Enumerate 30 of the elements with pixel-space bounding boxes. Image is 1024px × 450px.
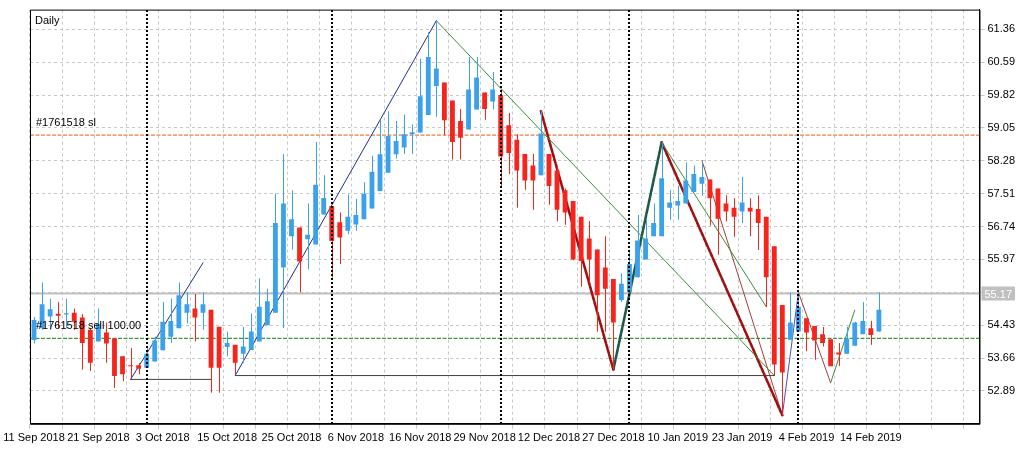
candlestick [836,342,842,367]
x-tick-label: 10 Jan 2019 [647,431,709,444]
candlestick [136,362,142,375]
x-tick-label: 12 Dec 2018 [517,431,581,444]
x-tick-label: 4 Feb 2019 [778,431,835,444]
x-tick-label: 23 Jan 2019 [711,431,773,444]
y-tick-label: 53.66 [987,351,1015,364]
y-tick-label: 58.28 [987,153,1015,166]
x-tick-label: 29 Nov 2018 [453,431,516,444]
y-tick-label: 56.74 [987,219,1015,232]
chart-title: Daily [35,13,60,26]
ref-line-label: 55.17 [984,287,1012,300]
x-tick-label: 21 Sep 2018 [67,431,130,444]
ref-line-label: #1761518 sl [36,116,96,129]
x-tick-label: 27 Dec 2018 [582,431,645,444]
x-tick-label: 15 Oct 2018 [197,431,258,444]
y-tick-label: 54.43 [987,318,1015,331]
y-tick-label: 52.89 [987,383,1015,396]
y-tick-label: 59.05 [987,120,1015,133]
y-tick-label: 57.51 [987,186,1015,199]
y-tick-label: 60.59 [987,55,1015,68]
y-tick-label: 59.82 [987,88,1015,101]
x-tick-label: 14 Feb 2019 [839,431,902,444]
x-tick-label: 11 Sep 2018 [3,431,65,444]
y-tick-label: 61.36 [987,22,1015,35]
x-tick-label: 6 Nov 2018 [327,431,385,444]
x-tick-label: 3 Oct 2018 [135,431,190,444]
y-tick-label: 55.97 [987,252,1015,265]
x-tick-label: 25 Oct 2018 [261,431,322,444]
x-tick-label: 16 Nov 2018 [389,431,452,444]
